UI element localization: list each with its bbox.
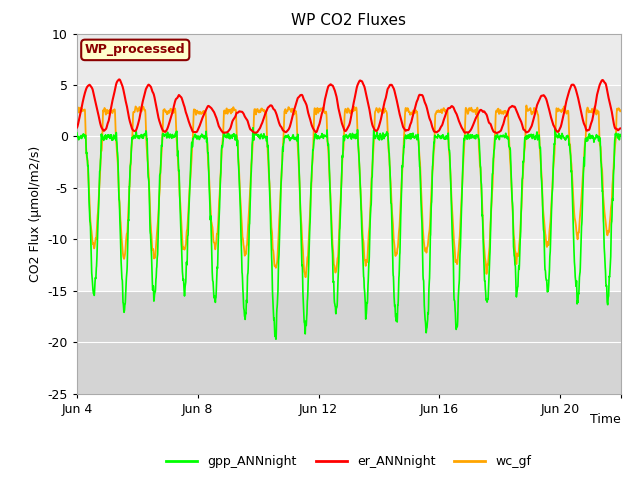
er_ANNnight <box>493 130 500 136</box>
er_ANNnight <box>366 111 374 117</box>
Text: Time: Time <box>590 413 621 426</box>
wc_gf <box>522 103 530 108</box>
Line: wc_gf: wc_gf <box>77 106 621 277</box>
er_ANNnight <box>73 125 81 131</box>
gpp_ANNnight <box>271 321 278 326</box>
Legend: gpp_ANNnight, er_ANNnight, wc_gf: gpp_ANNnight, er_ANNnight, wc_gf <box>161 450 536 473</box>
Bar <box>77 291 621 394</box>
wc_gf <box>547 211 555 216</box>
Line: er_ANNnight: er_ANNnight <box>77 79 621 133</box>
gpp_ANNnight <box>547 227 555 232</box>
wc_gf <box>270 260 278 265</box>
Text: WP_processed: WP_processed <box>85 43 186 56</box>
er_ANNnight <box>271 107 278 113</box>
wc_gf <box>159 140 166 145</box>
wc_gf <box>125 182 133 188</box>
wc_gf <box>302 274 310 280</box>
wc_gf <box>73 107 81 113</box>
gpp_ANNnight <box>617 132 625 137</box>
gpp_ANNnight <box>73 130 81 136</box>
gpp_ANNnight <box>159 134 166 140</box>
gpp_ANNnight <box>367 213 374 219</box>
Line: gpp_ANNnight: gpp_ANNnight <box>77 128 621 339</box>
Y-axis label: CO2 Flux (μmol/m2/s): CO2 Flux (μmol/m2/s) <box>29 145 42 282</box>
wc_gf <box>617 108 625 114</box>
er_ANNnight <box>115 76 123 82</box>
gpp_ANNnight <box>193 135 201 141</box>
er_ANNnight <box>126 118 134 124</box>
Bar <box>77 85 621 188</box>
gpp_ANNnight <box>125 184 133 190</box>
wc_gf <box>193 108 201 114</box>
wc_gf <box>366 211 374 217</box>
Title: WP CO2 Fluxes: WP CO2 Fluxes <box>291 13 406 28</box>
gpp_ANNnight <box>249 125 257 131</box>
er_ANNnight <box>159 127 166 132</box>
er_ANNnight <box>547 114 555 120</box>
er_ANNnight <box>617 125 625 131</box>
gpp_ANNnight <box>272 336 280 342</box>
er_ANNnight <box>194 128 202 133</box>
